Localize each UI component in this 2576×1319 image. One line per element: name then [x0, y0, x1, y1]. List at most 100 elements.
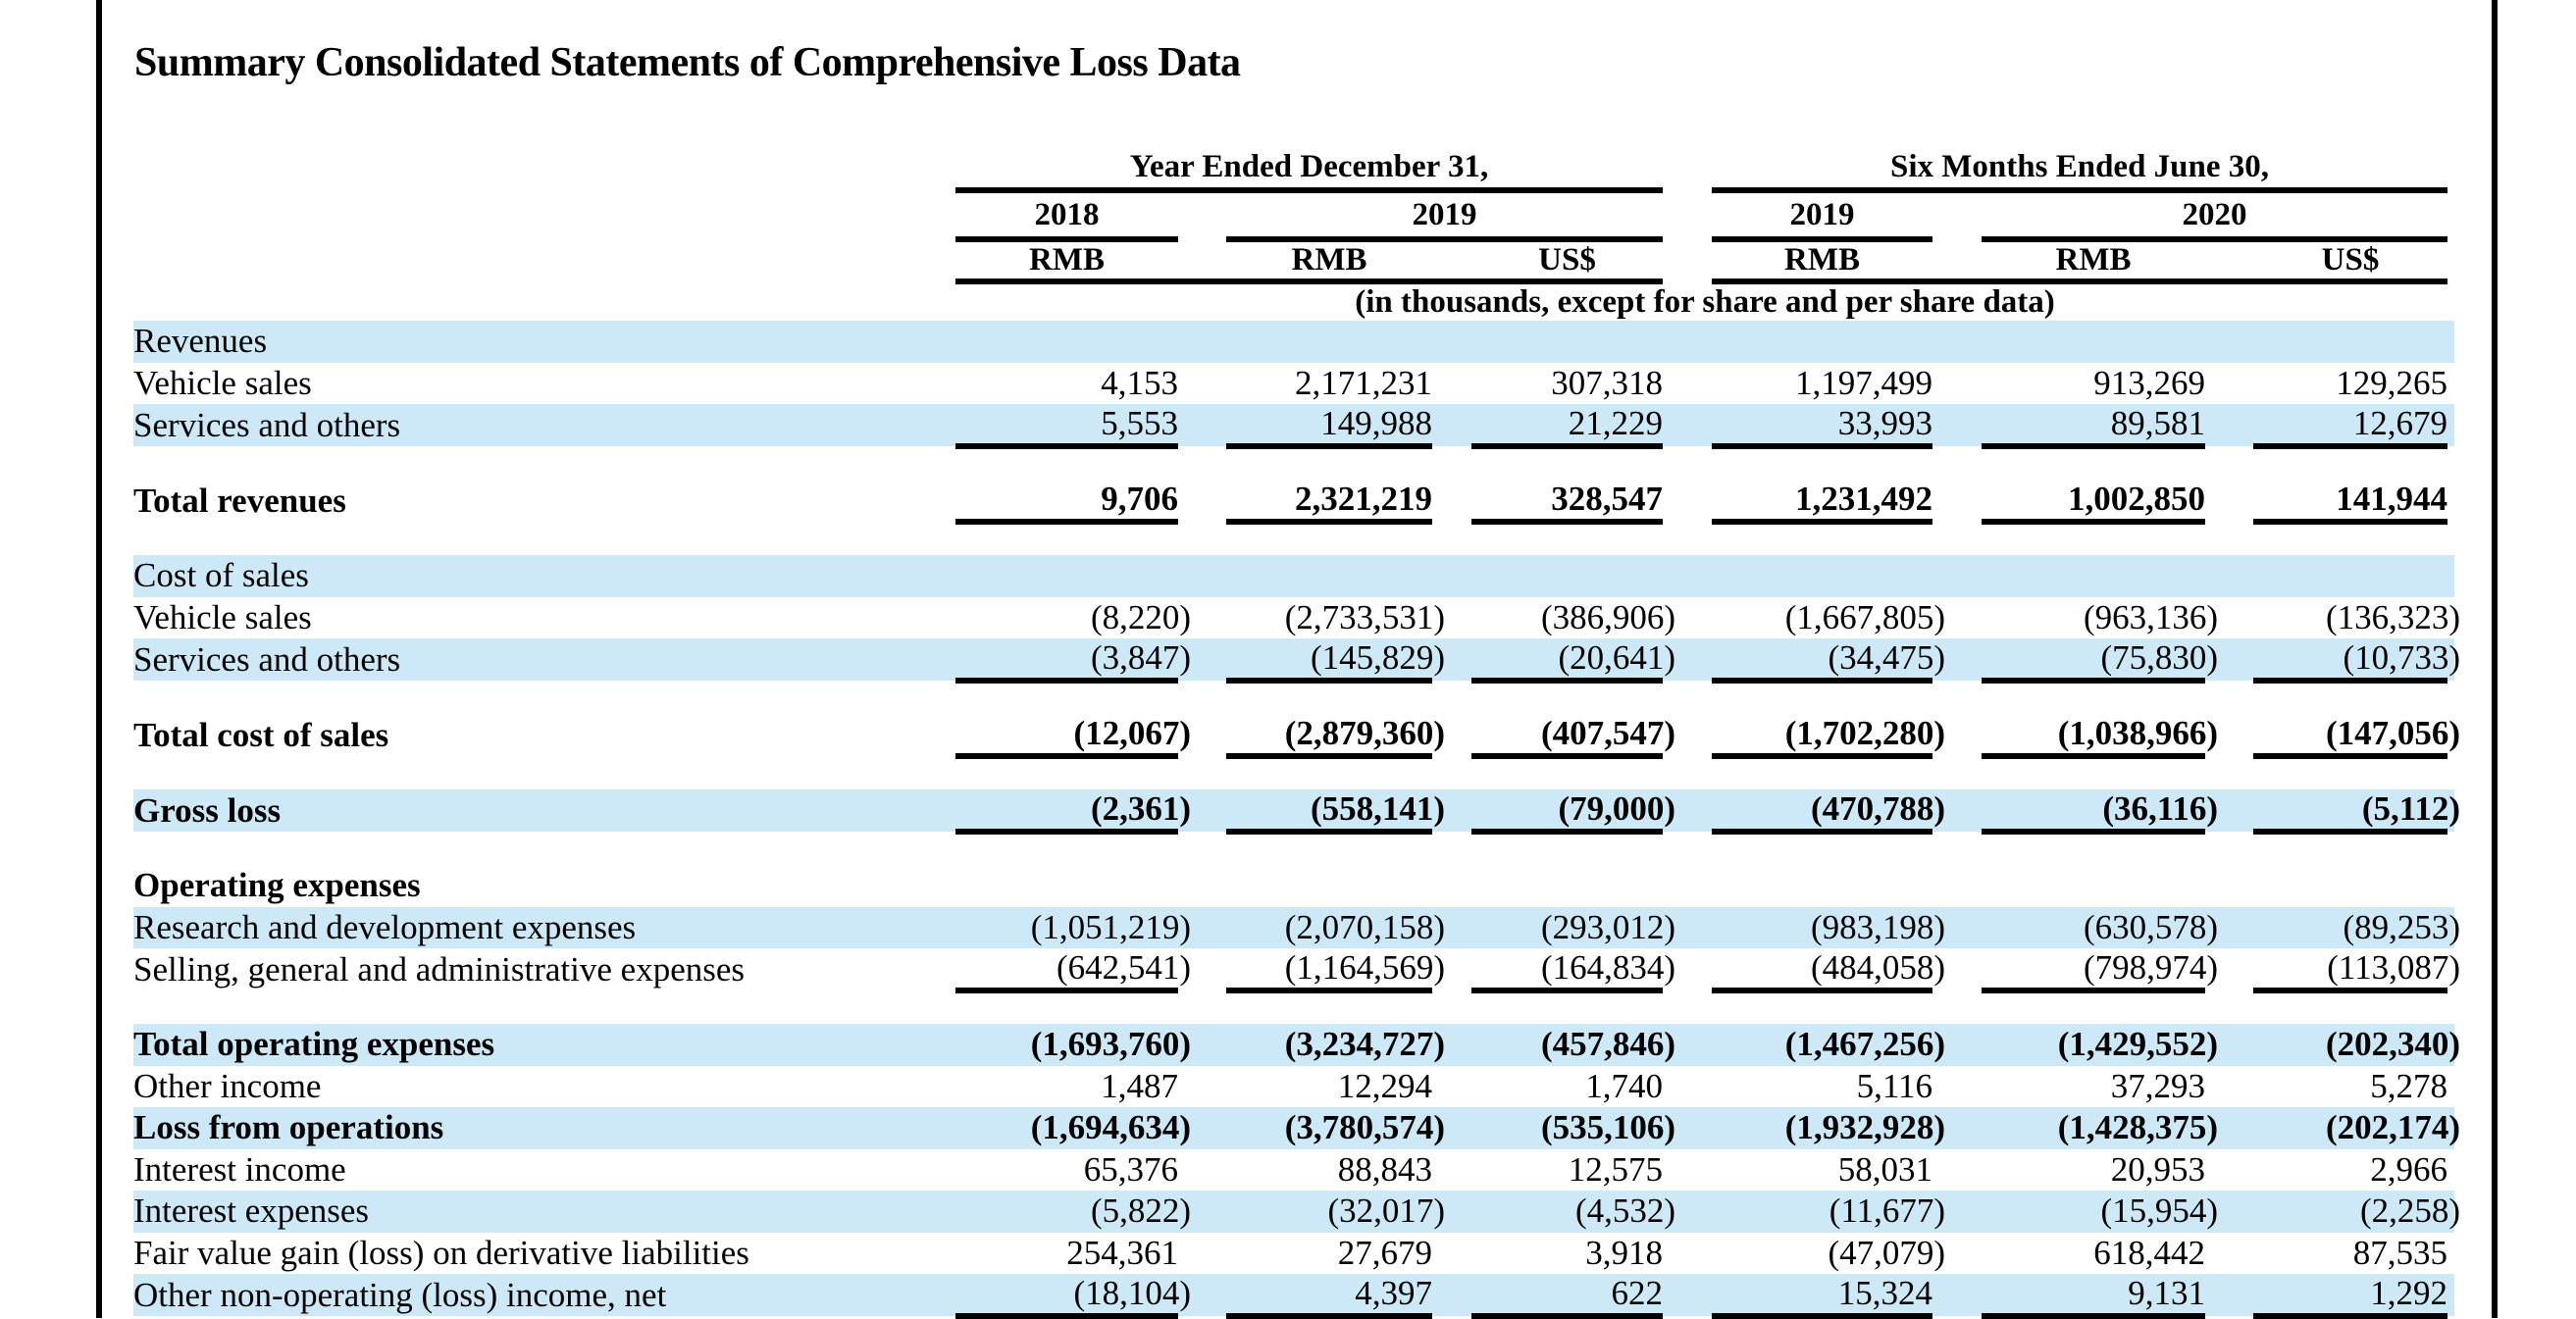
spacer-row — [133, 990, 2454, 1024]
cell-value-text: (1,693,760) — [1030, 1025, 1191, 1064]
cell-value: (2,879,360) — [1226, 714, 1445, 759]
cell-value: (47,079) — [1712, 1233, 1945, 1275]
cell-value-text: 9,131 — [2128, 1274, 2206, 1312]
cell-value: 307,318 — [1471, 363, 1663, 405]
cell-value: (5,822) — [955, 1191, 1191, 1233]
cell-value: 4,153 — [955, 363, 1178, 405]
cell-value-text: 12,575 — [1568, 1149, 1664, 1189]
gap — [2447, 832, 2454, 865]
row-label — [133, 446, 955, 480]
financial-table: Year Ended December 31, Six Months Ended… — [133, 147, 2460, 1319]
row-label: Fair value gain (loss) on derivative lia… — [133, 1233, 749, 1272]
cell-value-text: 1,740 — [1585, 1066, 1664, 1105]
cell-value-text: 1,197,499 — [1795, 363, 1933, 402]
gap — [1432, 1191, 1471, 1233]
gap — [1432, 1149, 1471, 1192]
cell-value: 5,553 — [955, 404, 1178, 449]
gap — [2447, 906, 2455, 948]
cell-value — [1471, 990, 1663, 1024]
cell-value: (202,340) — [2253, 1024, 2460, 1066]
gap — [1932, 638, 1983, 681]
cell-value: (407,547) — [1471, 714, 1675, 759]
gap — [1932, 1107, 1983, 1149]
cell-value-text: (1,038,966) — [2057, 714, 2219, 752]
cell-value-text: (1,051,219) — [1030, 907, 1191, 946]
gap — [1178, 1024, 1226, 1066]
gap — [1663, 681, 1712, 714]
cell-value: (11,677) — [1712, 1191, 1945, 1233]
cell-value: 254,361 — [955, 1233, 1178, 1275]
cell-value-text: (12,067) — [1073, 714, 1191, 752]
cell-value: (3,847) — [955, 638, 1191, 684]
gap — [1178, 832, 1226, 865]
gap — [1432, 404, 1471, 446]
cell-value — [1471, 555, 1664, 597]
gap — [1663, 990, 1712, 1024]
cell-value-text: (3,780,574) — [1284, 1108, 1445, 1147]
row-label: Selling, general and administrative expe… — [133, 949, 746, 989]
cell-value-text: 3,918 — [1585, 1233, 1664, 1272]
gap — [1178, 1107, 1226, 1149]
cell-value: 1,197,499 — [1712, 363, 1932, 405]
gap — [1932, 990, 1982, 1024]
cell-value-text: (983,198) — [1810, 907, 1946, 946]
gap — [2205, 363, 2253, 405]
cell-value-text: (8,220) — [1090, 597, 1191, 636]
cell-value: (3,234,727) — [1226, 1024, 1445, 1066]
cell-value — [955, 832, 1178, 865]
year-2019-sixmonths-header: 2019 — [1712, 190, 1933, 242]
gap — [1178, 865, 1226, 907]
gap — [2447, 789, 2455, 832]
spacer-row — [133, 522, 2454, 555]
cell-value — [1471, 522, 1663, 555]
cell-value: (1,667,805) — [1712, 597, 1945, 639]
gap — [2447, 638, 2455, 681]
cell-value: 622 — [1471, 1274, 1664, 1319]
cell-value-text: 12,294 — [1337, 1066, 1432, 1105]
cell-value-text: (484,058) — [1810, 948, 1946, 987]
gap — [1932, 446, 1982, 480]
cell-value: (15,954) — [1982, 1191, 2218, 1233]
gap — [1932, 480, 1982, 522]
cell-value — [2253, 446, 2447, 480]
gap — [2205, 1107, 2254, 1149]
table-row: Interest expenses (5,822) (32,017) (4,532) (… — [133, 1191, 2460, 1233]
gap — [2447, 1233, 2454, 1275]
cell-value: (75,830) — [1982, 638, 2218, 684]
gap — [1932, 190, 1982, 239]
gap — [2447, 147, 2454, 190]
cell-value: (558,141) — [1226, 789, 1445, 835]
gap — [2205, 522, 2253, 555]
table-row: Operating expenses — [133, 865, 2454, 907]
gap — [1178, 990, 1226, 1024]
gap — [1663, 906, 1713, 948]
cell-value: (202,174) — [2253, 1107, 2460, 1149]
cell-value — [1982, 446, 2205, 480]
currency-header: US$ — [1471, 239, 1664, 284]
gap — [1432, 832, 1471, 865]
cell-value: (630,578) — [1982, 906, 2218, 948]
gap — [1432, 1233, 1471, 1275]
gap — [1178, 239, 1226, 284]
gap — [1178, 1149, 1226, 1192]
gap — [1663, 1191, 1713, 1233]
cell-value-text: (963,136) — [2083, 597, 2219, 636]
gap — [1432, 363, 1471, 405]
gap — [1178, 789, 1226, 832]
cell-value: (983,198) — [1712, 906, 1945, 948]
cell-value-text: 622 — [1611, 1274, 1664, 1312]
gap — [1432, 1107, 1471, 1149]
cell-value — [1982, 832, 2205, 865]
cell-value — [1471, 681, 1663, 714]
cell-value — [955, 756, 1178, 789]
gap — [1932, 1066, 1982, 1108]
cell-value-text: (20,641) — [1558, 638, 1676, 677]
gap — [1663, 446, 1712, 480]
gap — [2447, 756, 2454, 789]
cell-value: (1,467,256) — [1712, 1024, 1945, 1066]
cell-value: (136,323) — [2253, 597, 2460, 639]
cell-value — [2253, 321, 2448, 363]
cell-value: 1,740 — [1471, 1066, 1663, 1108]
cell-value-text: (2,070,158) — [1284, 907, 1445, 946]
gap — [1178, 190, 1226, 239]
